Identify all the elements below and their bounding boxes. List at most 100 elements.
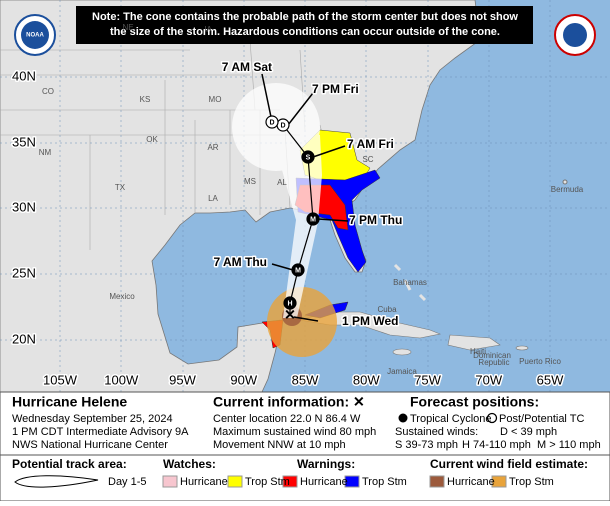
forecast-title: Forecast positions: bbox=[410, 394, 539, 410]
legend-title: Warnings: bbox=[297, 457, 355, 471]
current-line: Maximum sustained wind 80 mph bbox=[213, 426, 376, 438]
jamaica bbox=[392, 348, 412, 356]
ts-watch-swatch bbox=[227, 475, 243, 488]
lon-label: 90W bbox=[230, 372, 257, 387]
noaa-logo: NOAA bbox=[14, 14, 56, 56]
legend-item: Trop Stm bbox=[362, 476, 407, 488]
place-label: MO bbox=[209, 95, 222, 104]
lat-label: 30N bbox=[12, 199, 36, 214]
legend-title: Potential track area: bbox=[12, 457, 127, 471]
place-label: Dominican bbox=[473, 351, 511, 360]
track-leaders bbox=[261, 73, 349, 322]
info-line: 1 PM CDT Intermediate Advisory 9A bbox=[12, 426, 189, 438]
current-line: Center location 22.0 N 86.4 W bbox=[213, 413, 361, 425]
svg-text:NOAA: NOAA bbox=[26, 33, 44, 39]
lon-label: 85W bbox=[292, 372, 319, 387]
place-label: OK bbox=[146, 135, 158, 144]
point-marker: M bbox=[295, 267, 301, 274]
point-label: 7 AM Thu bbox=[213, 255, 267, 269]
point-marker: S bbox=[306, 154, 311, 161]
storm-name: Hurricane Helene bbox=[12, 394, 127, 410]
point-marker: M bbox=[310, 216, 316, 223]
legend-item: Trop Stm bbox=[245, 476, 290, 488]
legend-item: Hurricane bbox=[180, 476, 228, 488]
sustained-label: Sustained winds: bbox=[395, 426, 478, 438]
legend-item: Trop Stm bbox=[509, 476, 554, 488]
point-label: 7 AM Sat bbox=[222, 60, 272, 74]
place-label: Bahamas bbox=[393, 278, 427, 287]
note-line: Note: The cone contains the probable pat… bbox=[92, 11, 518, 23]
lon-label: 80W bbox=[353, 372, 380, 387]
lon-label: 70W bbox=[475, 372, 502, 387]
legend-title: Watches: bbox=[163, 457, 216, 471]
place-label: LA bbox=[208, 194, 218, 203]
place-label: NE bbox=[122, 23, 133, 32]
lon-label: 100W bbox=[104, 372, 139, 387]
hurricane-warning-swatch bbox=[282, 475, 298, 488]
place-label: Bermuda bbox=[551, 185, 584, 194]
lon-label: 65W bbox=[537, 372, 564, 387]
current-position: ✕ bbox=[284, 307, 296, 323]
forecast-point bbox=[283, 296, 297, 310]
wind-class: S 39-73 mph bbox=[395, 439, 458, 451]
legend-item: Day 1-5 bbox=[108, 476, 147, 488]
point-label: 7 AM Fri bbox=[347, 137, 394, 151]
forecast-point bbox=[306, 212, 320, 226]
current-title: Current information: ✕ bbox=[213, 394, 365, 410]
post-tc-icon bbox=[486, 412, 498, 424]
place-label: Republic bbox=[478, 358, 509, 367]
place-label: TX bbox=[115, 183, 126, 192]
place-label: Cuba bbox=[377, 305, 397, 314]
point-label: 7 PM Thu bbox=[349, 213, 402, 227]
info-line: Wednesday September 25, 2024 bbox=[12, 413, 173, 425]
note-line: the size of the storm. Hazardous conditi… bbox=[110, 26, 500, 38]
bahamas bbox=[393, 263, 427, 302]
point-marker: D bbox=[280, 122, 285, 129]
lat-label: 35N bbox=[12, 134, 36, 149]
tropical-cyclone-icon bbox=[398, 413, 408, 423]
forecast-point bbox=[301, 150, 315, 164]
legend-title: Current wind field estimate: bbox=[430, 457, 588, 471]
place-label: IA bbox=[204, 25, 212, 34]
legend-item: Hurricane bbox=[447, 476, 495, 488]
point-marker: H bbox=[287, 300, 292, 307]
bermuda bbox=[562, 179, 568, 185]
ts-warning-swatch bbox=[344, 475, 360, 488]
place-label: NM bbox=[39, 148, 52, 157]
puerto-rico bbox=[515, 345, 529, 351]
info-line: NWS National Hurricane Center bbox=[12, 439, 168, 451]
place-label: Jamaica bbox=[387, 367, 417, 376]
forecast-point bbox=[265, 115, 279, 129]
hispaniola bbox=[447, 334, 501, 351]
lat-label: 40N bbox=[12, 68, 36, 83]
hurricane-wind-swatch bbox=[429, 475, 445, 488]
legend-item: Hurricane bbox=[300, 476, 348, 488]
place-label: KS bbox=[140, 95, 151, 104]
lat-label: 25N bbox=[12, 265, 36, 280]
place-label: CO bbox=[42, 87, 54, 96]
wind-class: H 74-110 mph bbox=[462, 439, 531, 451]
place-label: AL bbox=[277, 178, 287, 187]
place-label: SC bbox=[362, 155, 373, 164]
place-label: Mexico bbox=[109, 292, 135, 301]
lon-label: 75W bbox=[414, 372, 441, 387]
place-label: MS bbox=[244, 177, 256, 186]
place-label: Puerto Rico bbox=[519, 357, 561, 366]
wind-class: M > 110 mph bbox=[537, 439, 601, 451]
tropical-storm-wind-field bbox=[267, 287, 337, 357]
info-panel bbox=[0, 391, 610, 456]
tropical-cyclone: Tropical Cyclone bbox=[410, 413, 492, 425]
point-label: 7 PM Fri bbox=[312, 82, 359, 96]
point-marker: D bbox=[269, 119, 274, 126]
ts-wind-swatch bbox=[491, 475, 507, 488]
wind-class: D < 39 mph bbox=[500, 426, 557, 438]
hurricane-watch-swatch bbox=[162, 475, 178, 488]
post-tc: Post/Potential TC bbox=[499, 413, 584, 425]
place-label: AR bbox=[207, 143, 218, 152]
lon-label: 105W bbox=[43, 372, 78, 387]
place-label: Haiti bbox=[470, 347, 486, 356]
forecast-point bbox=[291, 263, 305, 277]
note-box bbox=[76, 6, 533, 44]
nws-logo bbox=[554, 14, 596, 56]
